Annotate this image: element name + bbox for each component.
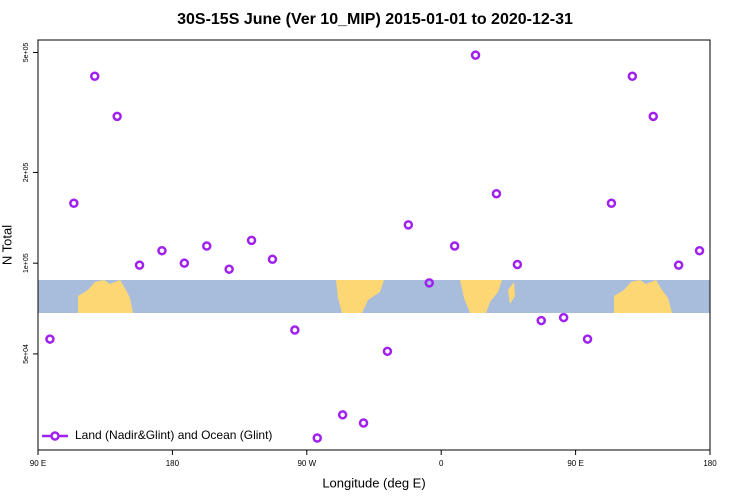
land <box>336 280 384 313</box>
point <box>157 245 167 256</box>
point <box>627 71 638 81</box>
point <box>558 312 569 323</box>
chart-title: 30S-15S June (Ver 10_MIP) 2015-01-01 to … <box>177 11 573 28</box>
point <box>224 264 234 274</box>
point <box>337 410 348 420</box>
point <box>267 254 278 265</box>
point <box>449 241 460 251</box>
x-tick-label: 90 W <box>297 459 316 468</box>
point <box>89 71 100 81</box>
point <box>312 433 323 443</box>
point <box>673 260 684 270</box>
point <box>134 260 145 270</box>
x-tick-label: 90 E <box>30 459 46 468</box>
land <box>460 280 502 313</box>
legend-marker <box>50 431 60 441</box>
land <box>78 280 133 313</box>
point <box>112 111 122 122</box>
point <box>358 418 369 428</box>
x-axis-label: Longitude (deg E) <box>322 475 425 490</box>
x-tick-label: 180 <box>166 459 180 468</box>
point <box>512 259 523 270</box>
point <box>648 111 659 122</box>
point <box>582 334 593 344</box>
point <box>536 315 547 326</box>
point <box>382 346 393 357</box>
point <box>470 50 481 60</box>
point <box>45 334 55 344</box>
y-tick-label: 5e+05 <box>23 43 30 63</box>
point <box>201 241 212 251</box>
x-tick-label: 0 <box>439 459 444 468</box>
y-tick-label: 1e+05 <box>23 253 30 273</box>
point <box>606 198 617 209</box>
point <box>403 220 414 230</box>
x-tick-label: 90 E <box>567 459 583 468</box>
y-tick-label: 2e+05 <box>23 162 30 182</box>
point <box>69 198 79 209</box>
point <box>179 258 190 268</box>
point <box>290 325 300 335</box>
y-tick-label: 5e+04 <box>23 344 30 364</box>
point <box>424 278 435 288</box>
point <box>246 235 257 246</box>
plot-frame <box>37 39 711 451</box>
legend-label: Land (Nadir&Glint) and Ocean (Glint) <box>75 428 272 442</box>
map-band <box>38 280 710 313</box>
land <box>508 282 515 304</box>
land <box>614 280 672 313</box>
y-axis-label: N Total <box>0 225 14 265</box>
point <box>491 188 502 199</box>
point <box>694 245 705 256</box>
x-tick-label: 180 <box>703 459 717 468</box>
